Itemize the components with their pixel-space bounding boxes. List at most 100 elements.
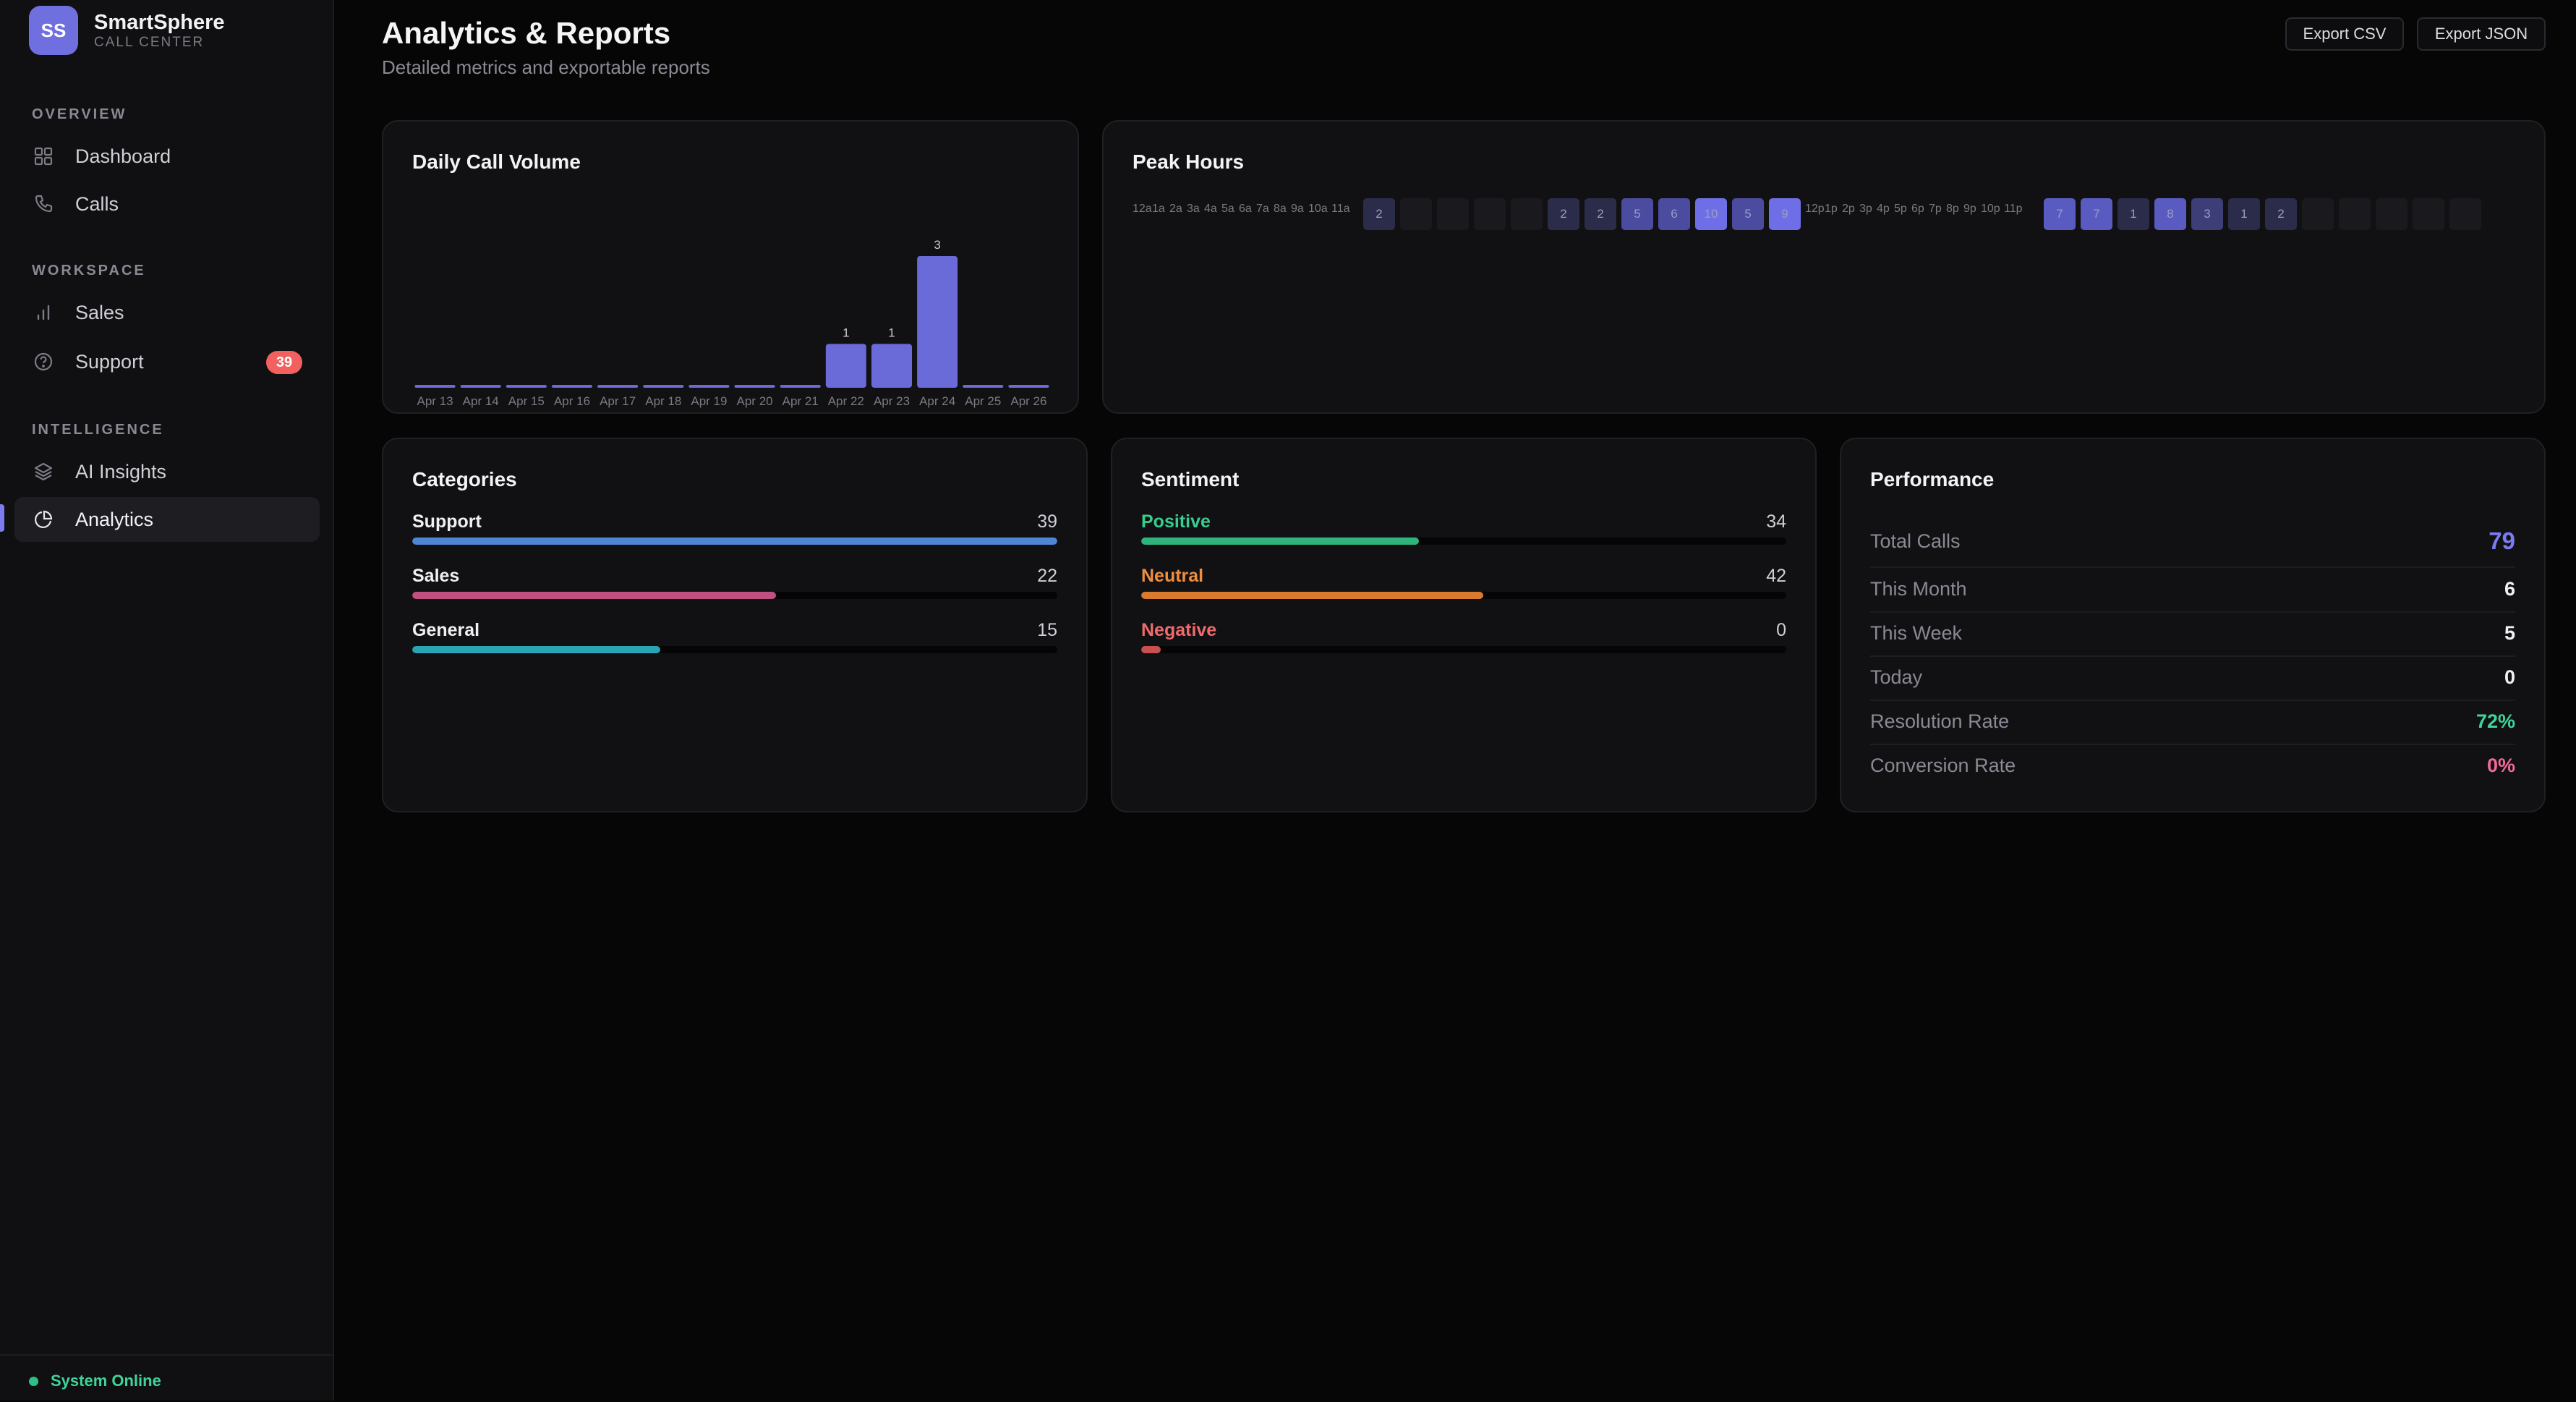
bar-apr-22[interactable] bbox=[825, 344, 866, 388]
heatmap-cell[interactable]: 1 bbox=[2228, 198, 2260, 230]
brand[interactable]: SS SmartSphere CALL CENTER bbox=[29, 6, 225, 55]
export-csv-button[interactable]: Export CSV bbox=[2285, 17, 2404, 51]
card-title: Daily Call Volume bbox=[412, 150, 581, 173]
heatmap-cell[interactable]: 10 bbox=[1695, 198, 1727, 230]
x-tick-label: Apr 26 bbox=[1010, 394, 1046, 408]
sidebar-item-ai-insights[interactable]: AI Insights bbox=[14, 449, 320, 494]
sidebar-item-analytics[interactable]: Analytics bbox=[14, 497, 320, 542]
sidebar-item-support[interactable]: Support 39 bbox=[14, 339, 320, 384]
metric-row: This Week 5 bbox=[1870, 612, 2515, 657]
sidebar-item-label: AI Insights bbox=[75, 460, 167, 483]
daily-call-volume-chart: Apr 13 Apr 14 Apr 15 Apr 16 Apr 17 Apr 18 Apr … bbox=[414, 238, 1049, 408]
hour-label: 8p bbox=[1946, 203, 1959, 215]
heatmap-cell[interactable]: 3 bbox=[2191, 198, 2223, 230]
sidebar-item-sales[interactable]: Sales bbox=[14, 290, 320, 335]
bar-apr-21[interactable] bbox=[780, 385, 821, 388]
bar-apr-24[interactable] bbox=[917, 256, 958, 388]
progress-track bbox=[1141, 592, 1786, 599]
heatmap-cell[interactable] bbox=[2376, 198, 2407, 230]
x-tick-label: Apr 24 bbox=[919, 394, 955, 408]
sidebar-item-dashboard[interactable]: Dashboard bbox=[14, 134, 320, 179]
progress-track bbox=[412, 646, 1057, 653]
x-tick-label: Apr 23 bbox=[874, 394, 910, 408]
hour-label: 6p bbox=[1911, 203, 1924, 215]
grid-icon bbox=[32, 145, 55, 168]
hour-label: 4a bbox=[1204, 203, 1217, 215]
heatmap-cell[interactable]: 1 bbox=[2117, 198, 2149, 230]
progress-fill bbox=[412, 538, 1057, 545]
row-label: Support bbox=[412, 511, 482, 532]
bar-apr-23[interactable] bbox=[871, 344, 912, 388]
card-title: Performance bbox=[1870, 468, 1995, 490]
hour-label: 10a bbox=[1308, 203, 1328, 215]
progress-fill bbox=[1141, 592, 1483, 599]
heatmap-cell[interactable] bbox=[1400, 198, 1432, 230]
bar-apr-20[interactable] bbox=[734, 385, 775, 388]
x-tick-label: Apr 21 bbox=[782, 394, 819, 408]
heatmap-cell[interactable]: 2 bbox=[1363, 198, 1395, 230]
hour-label: 8a bbox=[1274, 203, 1287, 215]
bar-apr-14[interactable] bbox=[460, 385, 501, 388]
row-value: 15 bbox=[1037, 620, 1057, 640]
row-value: 42 bbox=[1766, 566, 1786, 586]
heatmap-cell[interactable]: 8 bbox=[2154, 198, 2186, 230]
bar-apr-15[interactable] bbox=[506, 385, 547, 388]
hour-label: 3p bbox=[1859, 203, 1872, 215]
heatmap-cell[interactable]: 6 bbox=[1658, 198, 1690, 230]
heatmap-cell[interactable]: 2 bbox=[2265, 198, 2297, 230]
x-tick-label: Apr 19 bbox=[691, 394, 727, 408]
bar-apr-16[interactable] bbox=[552, 385, 592, 388]
metric-value: 5 bbox=[2504, 622, 2515, 644]
metric-row: Today 0 bbox=[1870, 656, 2515, 701]
sidebar: SS SmartSphere CALL CENTER OVERVIEW Dash… bbox=[0, 0, 334, 1401]
hour-label: 3a bbox=[1187, 203, 1200, 215]
progress-fill bbox=[412, 646, 661, 653]
heatmap-cell[interactable] bbox=[2339, 198, 2371, 230]
heatmap-cell[interactable] bbox=[1437, 198, 1469, 230]
sidebar-item-calls[interactable]: Calls bbox=[14, 182, 320, 226]
bar-apr-17[interactable] bbox=[597, 385, 639, 388]
metric-label: This Month bbox=[1870, 578, 1967, 600]
heatmap-cell[interactable] bbox=[2413, 198, 2444, 230]
sentiment-card: Sentiment Positive 34 Neutral 42 Negative 0 bbox=[1111, 438, 1817, 812]
bar-apr-19[interactable] bbox=[688, 385, 730, 388]
heatmap-cell[interactable]: 2 bbox=[1548, 198, 1579, 230]
hour-label: 9a bbox=[1291, 203, 1304, 215]
hour-label: 2p bbox=[1842, 203, 1855, 215]
metric-label: This Week bbox=[1870, 622, 1963, 644]
heatmap-cell[interactable]: 2 bbox=[1585, 198, 1616, 230]
sidebar-item-label: Calls bbox=[75, 192, 119, 215]
heatmap-cell[interactable] bbox=[1511, 198, 1543, 230]
bar-apr-25[interactable] bbox=[963, 385, 1004, 388]
bar-apr-26[interactable] bbox=[1008, 385, 1049, 388]
hour-label: 6a bbox=[1239, 203, 1252, 215]
row-label: Neutral bbox=[1141, 566, 1204, 586]
heatmap-cell[interactable] bbox=[2449, 198, 2481, 230]
nav-section-intelligence: INTELLIGENCE bbox=[32, 422, 164, 438]
progress-fill bbox=[1141, 538, 1419, 545]
hour-label: 11a bbox=[1331, 203, 1350, 215]
status-text: System Online bbox=[51, 1372, 161, 1390]
bar-apr-18[interactable] bbox=[643, 385, 684, 388]
heatmap-cell[interactable] bbox=[1474, 198, 1506, 230]
export-json-button[interactable]: Export JSON bbox=[2417, 17, 2546, 51]
heatmap-cell[interactable]: 7 bbox=[2044, 198, 2076, 230]
heatmap-cell[interactable] bbox=[2302, 198, 2334, 230]
bar-data-label: 1 bbox=[888, 326, 895, 339]
progress-track bbox=[412, 538, 1057, 545]
sidebar-item-label: Support bbox=[75, 350, 144, 373]
sidebar-item-label: Sales bbox=[75, 301, 124, 323]
bar-apr-13[interactable] bbox=[414, 385, 456, 388]
row-label: General bbox=[412, 620, 480, 640]
heatmap-cell[interactable]: 7 bbox=[2081, 198, 2112, 230]
daily-call-volume-card: Daily Call Volume Apr 13 Apr 14 Apr 15 Apr … bbox=[382, 120, 1079, 414]
card-title: Categories bbox=[412, 468, 517, 490]
x-tick-label: Apr 16 bbox=[554, 394, 590, 408]
pie-chart-icon bbox=[32, 508, 55, 531]
heatmap-cell[interactable]: 9 bbox=[1769, 198, 1801, 230]
heatmap-cell[interactable]: 5 bbox=[1621, 198, 1653, 230]
hour-label: 5a bbox=[1221, 203, 1234, 215]
row-label: Sales bbox=[412, 566, 460, 586]
heatmap-cell[interactable]: 5 bbox=[1732, 198, 1764, 230]
